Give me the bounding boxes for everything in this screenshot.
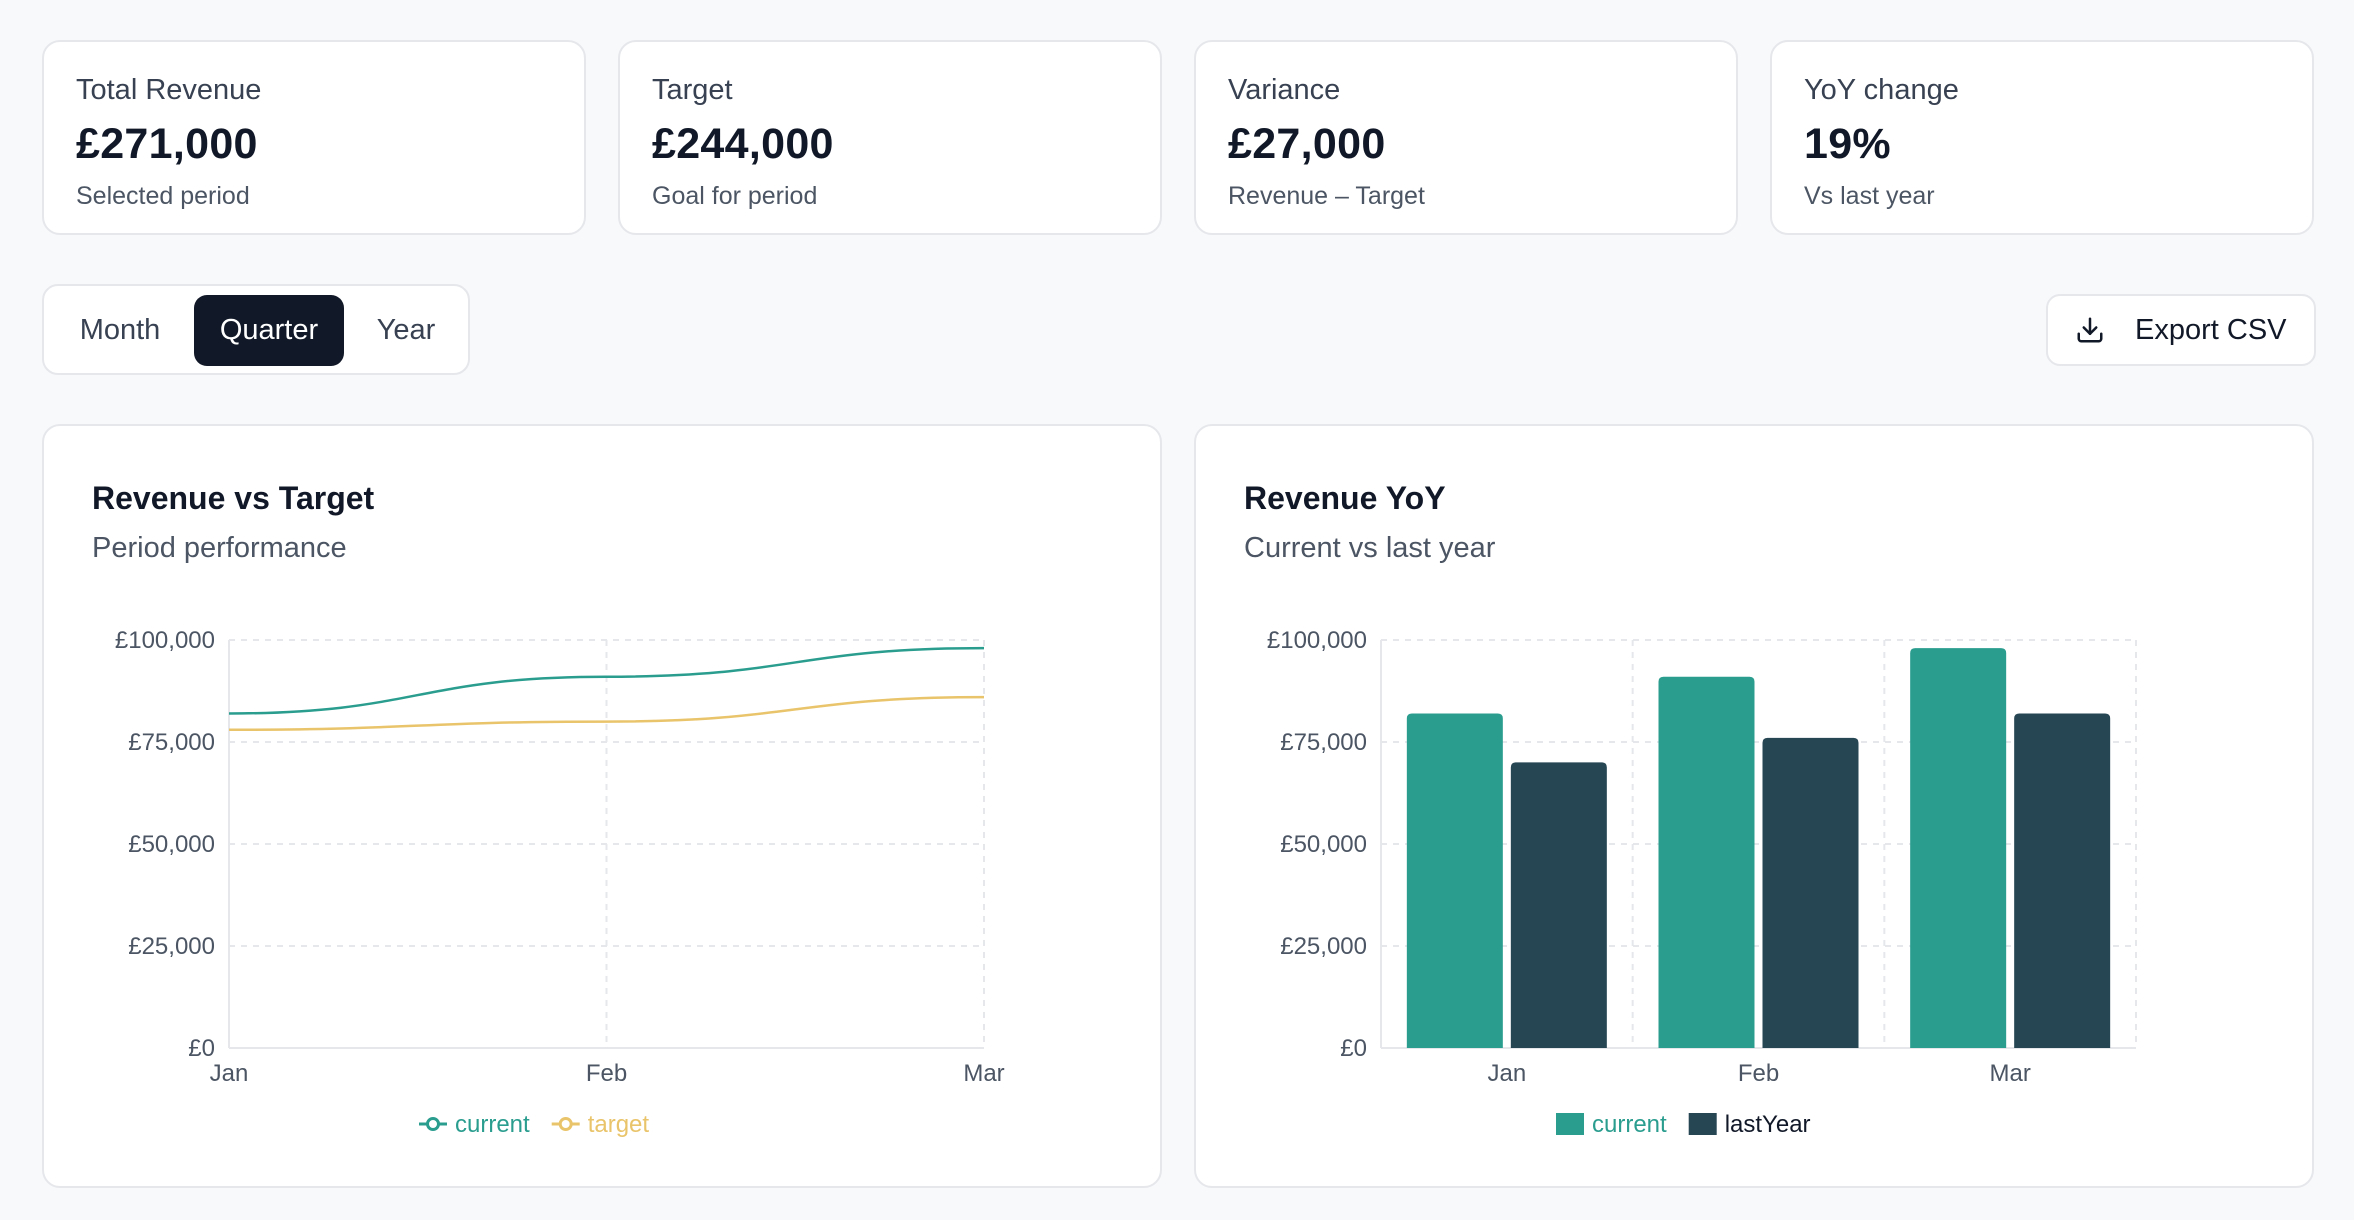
bar-lastYear	[2014, 713, 2111, 1048]
period-toggle: Month Quarter Year	[42, 284, 470, 375]
legend-label-current: current	[455, 1111, 530, 1138]
export-csv-label: Export CSV	[2135, 313, 2287, 346]
y-tick-label: £100,000	[1267, 627, 1367, 654]
chart-title: Revenue YoY	[1244, 480, 1446, 516]
period-quarter-button[interactable]: Quarter	[194, 295, 344, 366]
legend-marker-icon	[558, 1117, 573, 1131]
legend-swatch-icon	[1556, 1113, 1584, 1135]
kpi-row: Total Revenue £271,000 Selected period T…	[42, 40, 2316, 235]
legend-label-target: target	[588, 1111, 650, 1138]
chart-subtitle: Period performance	[92, 532, 347, 564]
y-tick-label: £0	[1340, 1035, 1367, 1062]
kpi-label: Target	[652, 74, 733, 106]
bar-current	[1910, 648, 2007, 1048]
legend-swatch-icon	[1688, 1113, 1717, 1135]
bar-current	[1406, 713, 1503, 1048]
y-tick-label: £0	[188, 1035, 215, 1062]
kpi-card-variance: Variance £27,000 Revenue – Target	[1194, 40, 1738, 235]
y-tick-label: £25,000	[128, 933, 215, 960]
y-tick-label: £50,000	[1280, 831, 1367, 858]
y-tick-label: £100,000	[115, 627, 215, 654]
kpi-label: YoY change	[1804, 74, 1959, 106]
kpi-label: Total Revenue	[76, 74, 262, 106]
kpi-sub: Vs last year	[1804, 182, 1935, 210]
kpi-sub: Selected period	[76, 182, 250, 210]
period-month-button[interactable]: Month	[79, 314, 161, 346]
download-icon	[2077, 317, 2103, 343]
legend-marker-icon	[426, 1117, 440, 1131]
kpi-label: Variance	[1228, 74, 1341, 106]
legend-label-current: current	[1592, 1111, 1667, 1138]
period-year-button[interactable]: Year	[376, 314, 436, 346]
export-csv-button[interactable]: Export CSV	[2046, 294, 2316, 366]
bar-lastYear	[1510, 762, 1607, 1048]
bar-current	[1658, 676, 1755, 1048]
kpi-value: £271,000	[76, 120, 258, 168]
revenue-vs-target-chart: £0 £25,000 £50,000 £75,000 £100,000 Jan Feb Mar…	[115, 627, 1005, 1138]
kpi-value: £244,000	[652, 120, 834, 168]
chart-card-revenue-yoy: £0 £25,000 £50,000 £75,000 £100,000 Jan Feb Mar…	[1194, 424, 2314, 1188]
bar-lastYear	[1762, 737, 1859, 1048]
x-tick-label: Jan	[1487, 1060, 1526, 1087]
kpi-card-total-revenue: Total Revenue £271,000 Selected period	[42, 40, 586, 235]
x-tick-label: Mar	[963, 1060, 1004, 1087]
kpi-sub: Goal for period	[652, 182, 818, 210]
y-tick-label: £75,000	[128, 729, 215, 756]
kpi-card-yoy-change: YoY change 19% Vs last year	[1770, 40, 2314, 235]
kpi-card-target: Target £244,000 Goal for period	[618, 40, 1162, 235]
y-tick-label: £25,000	[1280, 933, 1367, 960]
series-line-current	[228, 646, 985, 715]
chart-card-revenue-vs-target: £0 £25,000 £50,000 £75,000 £100,000 Jan Feb Mar…	[42, 424, 1162, 1188]
legend-label-lastYear: lastYear	[1725, 1111, 1811, 1138]
x-tick-label: Mar	[1989, 1060, 2030, 1087]
y-tick-label: £75,000	[1280, 729, 1367, 756]
kpi-value: £27,000	[1228, 120, 1386, 168]
chart-title: Revenue vs Target	[92, 480, 375, 516]
series-line-target	[228, 695, 985, 732]
chart-subtitle: Current vs last year	[1244, 532, 1496, 564]
kpi-value: 19%	[1804, 120, 1891, 168]
y-tick-label: £50,000	[128, 831, 215, 858]
kpi-sub: Revenue – Target	[1228, 182, 1425, 210]
x-tick-label: Jan	[210, 1060, 249, 1087]
revenue-yoy-chart: £0 £25,000 £50,000 £75,000 £100,000 Jan Feb Mar…	[1267, 627, 2137, 1138]
x-tick-label: Feb	[1738, 1060, 1779, 1087]
x-tick-label: Feb	[586, 1060, 627, 1087]
